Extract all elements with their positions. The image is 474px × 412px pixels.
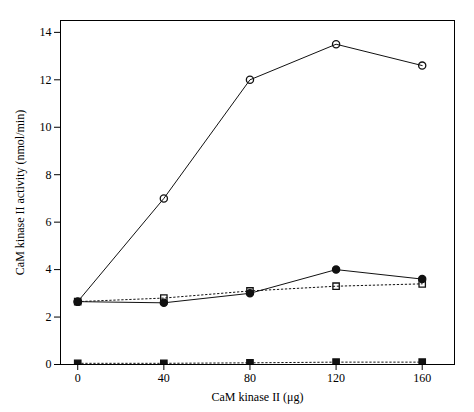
svg-text:160: 160: [413, 371, 431, 385]
svg-text:CaM kinase II activity (nmol/m: CaM kinase II activity (nmol/min): [13, 110, 27, 275]
svg-text:14: 14: [40, 25, 52, 39]
svg-text:0: 0: [46, 357, 52, 371]
svg-text:12: 12: [40, 73, 52, 87]
svg-text:8: 8: [46, 168, 52, 182]
svg-text:40: 40: [158, 371, 170, 385]
svg-text:6: 6: [46, 215, 52, 229]
svg-text:CaM kinase II (μg): CaM kinase II (μg): [211, 390, 303, 404]
svg-text:2: 2: [46, 310, 52, 324]
svg-text:120: 120: [327, 371, 345, 385]
svg-text:80: 80: [244, 371, 256, 385]
svg-text:4: 4: [46, 262, 52, 276]
svg-text:10: 10: [40, 120, 52, 134]
svg-text:0: 0: [75, 371, 81, 385]
